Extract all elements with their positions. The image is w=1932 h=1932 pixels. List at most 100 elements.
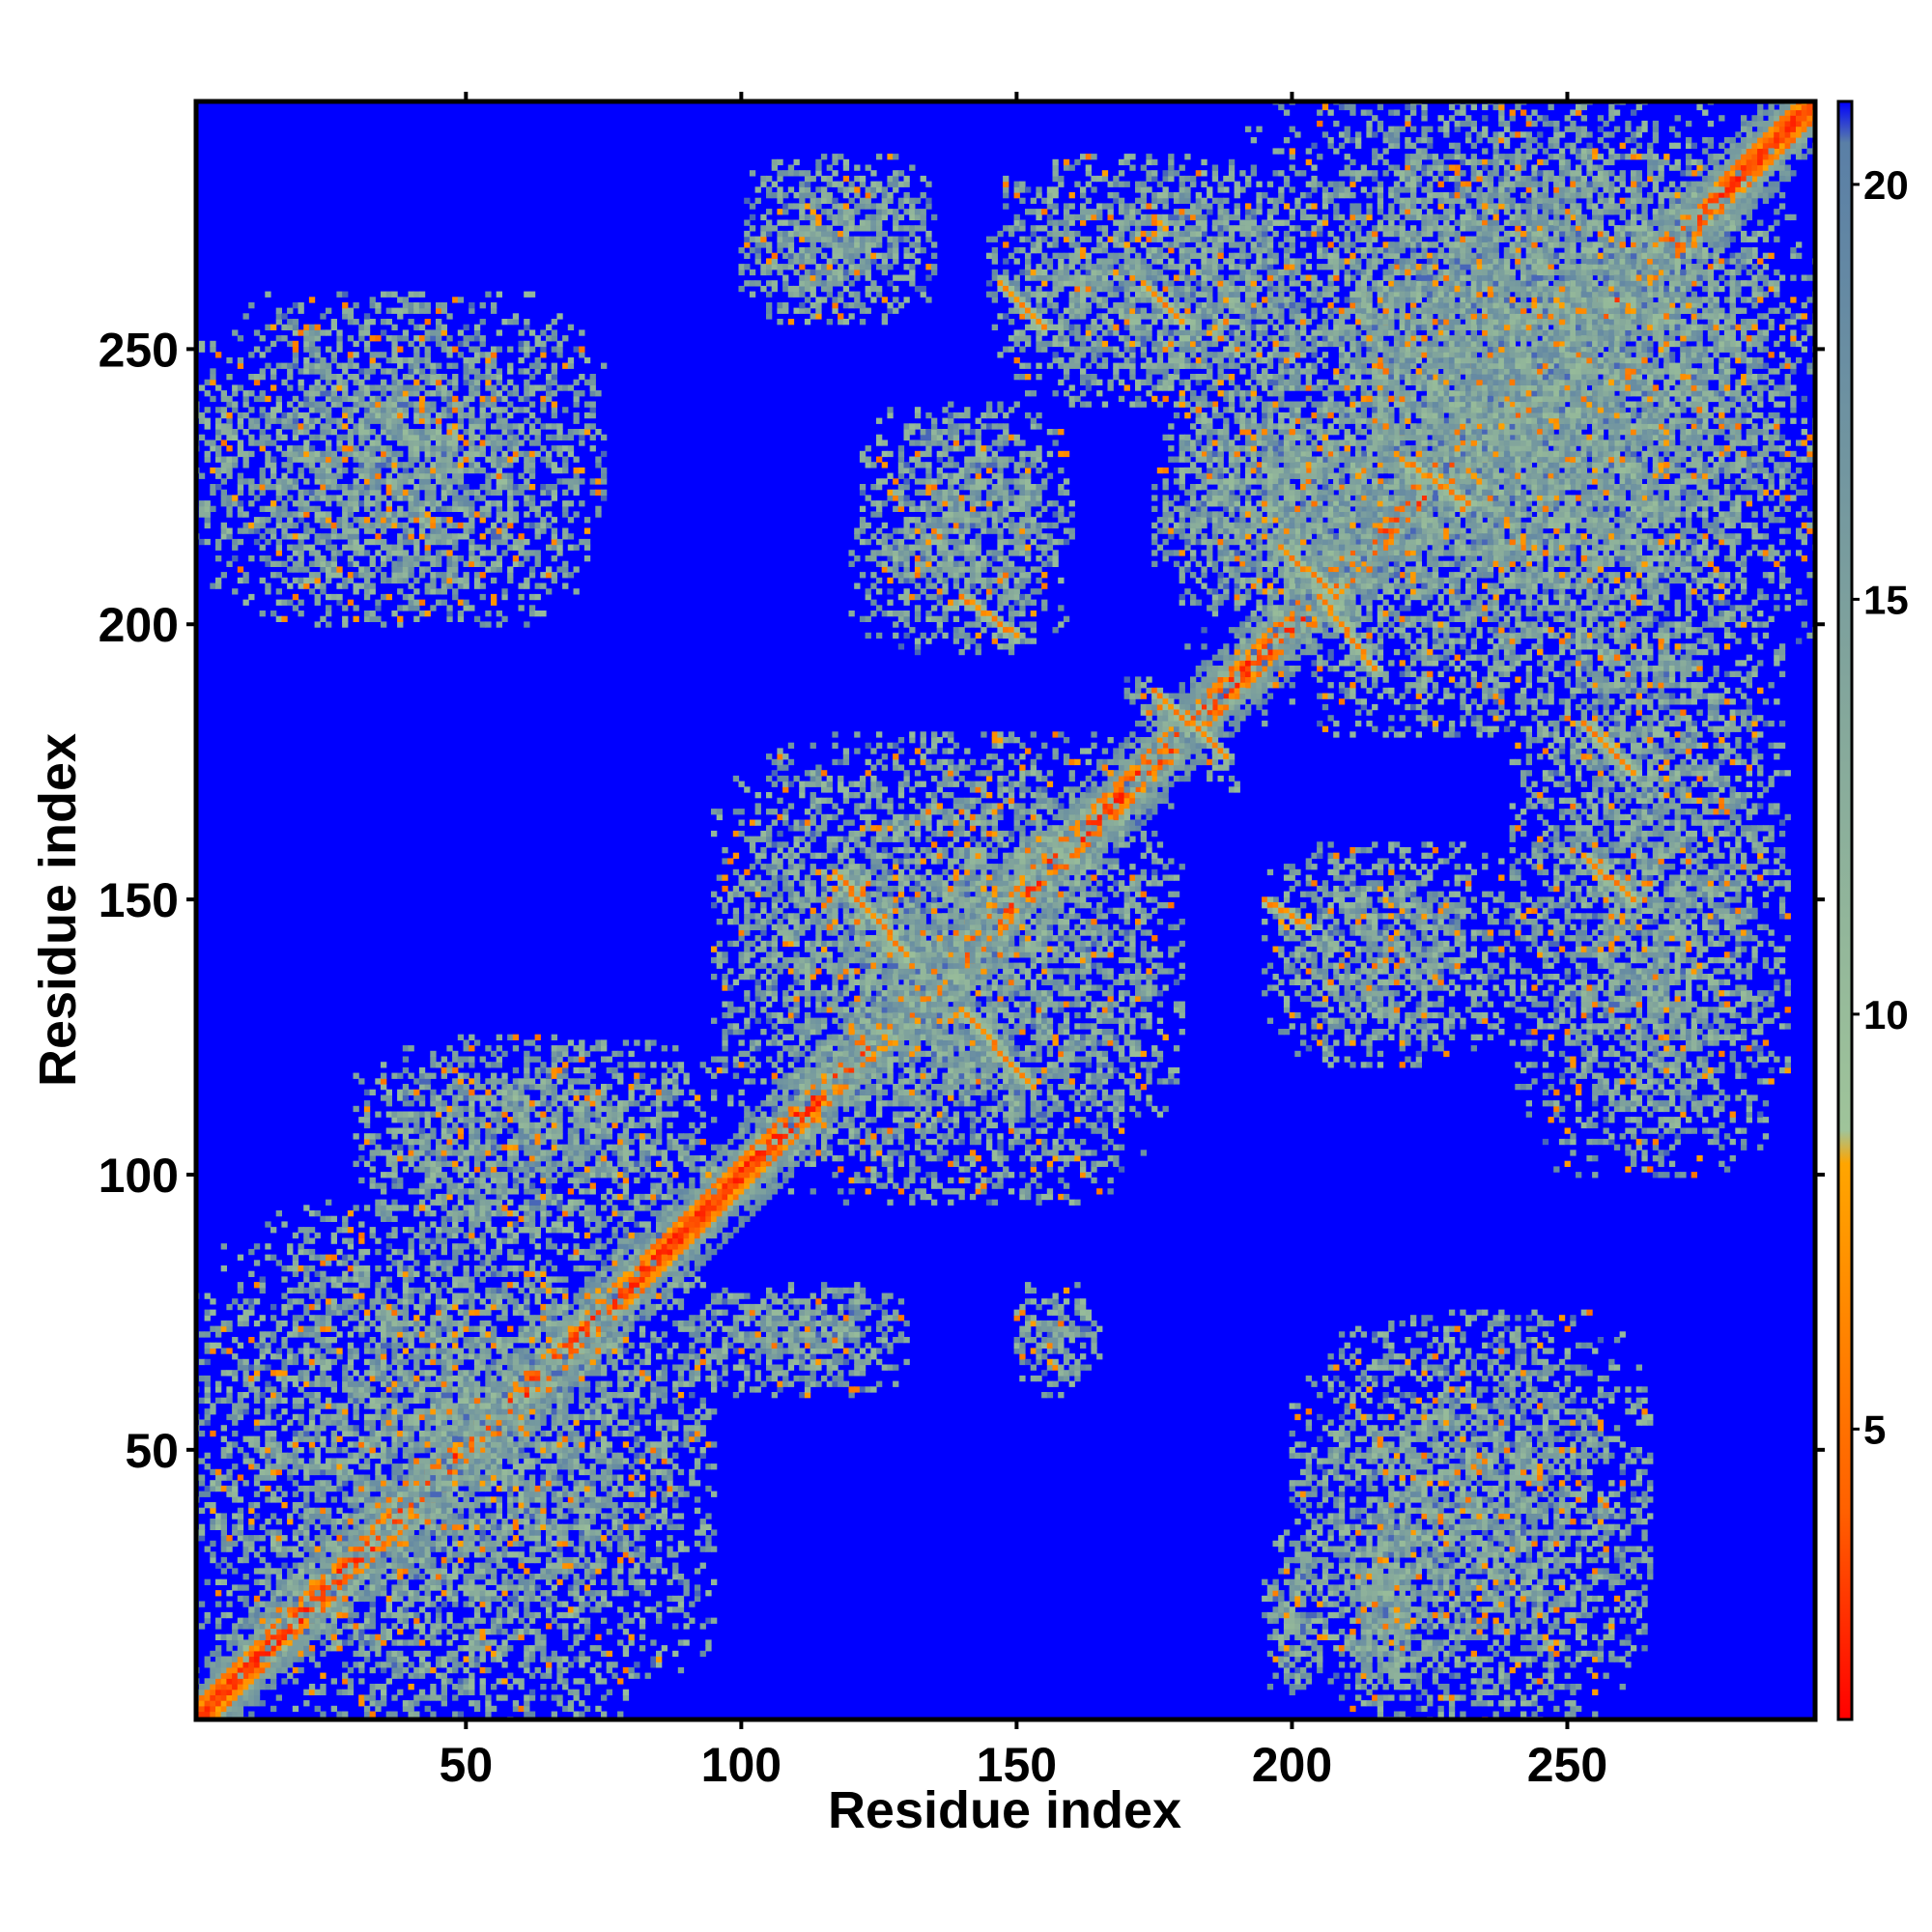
heatmap-cell (232, 1568, 239, 1575)
heatmap-cell (991, 962, 998, 969)
heatmap-cell (1068, 891, 1075, 897)
heatmap-cell (292, 1463, 299, 1470)
heatmap-cell (980, 946, 987, 952)
heatmap-cell (1146, 803, 1152, 810)
heatmap-cell (215, 1468, 222, 1476)
heatmap-cell (353, 1556, 359, 1564)
heatmap-cell (275, 1601, 282, 1607)
heatmap-cell (1003, 907, 1009, 914)
heatmap-cell (1151, 809, 1158, 815)
heatmap-cell (732, 1188, 740, 1195)
heatmap-cell (1239, 693, 1246, 699)
heatmap-cell (1245, 660, 1252, 667)
heatmap-cell (275, 1639, 282, 1646)
heatmap-cell (606, 1325, 612, 1332)
heatmap-cell (452, 1430, 459, 1437)
heatmap-cell (821, 1078, 828, 1085)
heatmap-cell (1476, 390, 1483, 397)
heatmap-cell (287, 1331, 294, 1338)
heatmap-cell (237, 1556, 244, 1564)
heatmap-cell (897, 1050, 905, 1058)
heatmap-cell (546, 1375, 553, 1382)
heatmap-cell (226, 1562, 233, 1569)
heatmap-cell (342, 1578, 349, 1585)
heatmap-cell (424, 1435, 431, 1442)
heatmap-cell (215, 1474, 222, 1481)
heatmap-cell (253, 1425, 261, 1432)
heatmap-cell (275, 1413, 282, 1421)
heatmap-cell (639, 1282, 646, 1289)
heatmap-cell (1735, 154, 1742, 160)
heatmap-cell (1278, 660, 1285, 667)
heatmap-cell (1272, 632, 1279, 639)
heatmap-cell (1492, 395, 1499, 403)
heatmap-cell (298, 1584, 304, 1591)
heatmap-cell (1195, 687, 1202, 695)
heatmap-cell (1757, 186, 1764, 193)
heatmap-cell (402, 1523, 410, 1530)
heatmap-cell (1223, 648, 1230, 656)
heatmap-cell (760, 1133, 767, 1140)
heatmap-cell (787, 1111, 795, 1118)
heatmap-cell (639, 1287, 646, 1294)
heatmap-cell (1729, 186, 1736, 193)
heatmap-cell (436, 1458, 442, 1464)
heatmap-cell (1289, 643, 1295, 650)
heatmap-cell (308, 1595, 316, 1603)
heatmap-cell (270, 1650, 277, 1658)
heatmap-cell (793, 1111, 800, 1118)
heatmap-cell (248, 1248, 255, 1256)
heatmap-cell (215, 1694, 222, 1701)
heatmap-cell (242, 1392, 249, 1399)
heatmap-cell (1107, 803, 1114, 810)
heatmap-cell (1778, 126, 1786, 132)
heatmap-cell (1768, 164, 1775, 171)
heatmap-cell (583, 1287, 591, 1294)
heatmap-cell (694, 1188, 701, 1195)
heatmap-cell (275, 1397, 282, 1404)
heatmap-cell (744, 1215, 751, 1222)
heatmap-cell (237, 1584, 244, 1591)
heatmap-cell (232, 1430, 239, 1437)
heatmap-cell (204, 1502, 211, 1509)
heatmap-cell (1207, 670, 1213, 677)
heatmap-cell (253, 1502, 261, 1509)
heatmap-cell (226, 1672, 233, 1679)
heatmap-cell (672, 1188, 679, 1195)
heatmap-cell (281, 1590, 288, 1597)
heatmap-cell (1195, 682, 1202, 689)
heatmap-cell (589, 1364, 596, 1371)
heatmap-cell (198, 1331, 206, 1338)
heatmap-cell (595, 1342, 602, 1349)
heatmap-cell (1156, 781, 1164, 787)
heatmap-cell (815, 1111, 822, 1118)
heatmap-cell (232, 1337, 239, 1344)
heatmap-cell (220, 1672, 227, 1679)
heatmap-cell (1289, 611, 1295, 617)
heatmap-cell (546, 1331, 553, 1338)
heatmap-cell (524, 1408, 530, 1415)
heatmap-cell (650, 1270, 657, 1277)
heatmap-cell (1790, 126, 1797, 132)
heatmap-cell (1118, 797, 1125, 804)
heatmap-cell (436, 1463, 442, 1470)
heatmap-cell (281, 1337, 288, 1344)
heatmap-cell (1091, 809, 1097, 815)
heatmap-cell (363, 1513, 371, 1520)
heatmap-cell (1085, 830, 1092, 838)
heatmap-cell (777, 1182, 783, 1189)
heatmap-cell (1234, 660, 1240, 667)
heatmap-cell (1762, 158, 1770, 166)
heatmap-cell (287, 1265, 294, 1272)
heatmap-cell (799, 1155, 806, 1162)
heatmap-cell (242, 1315, 249, 1321)
heatmap-cell (991, 868, 998, 876)
heatmap-cell (220, 1700, 227, 1707)
heatmap-cell (1768, 142, 1775, 149)
heatmap-cell (1118, 813, 1125, 821)
heatmap-cell (292, 1265, 299, 1272)
heatmap-cell (1702, 258, 1709, 265)
heatmap-cell (1173, 693, 1180, 699)
heatmap-cell (253, 1672, 261, 1679)
heatmap-cell (369, 1523, 376, 1530)
